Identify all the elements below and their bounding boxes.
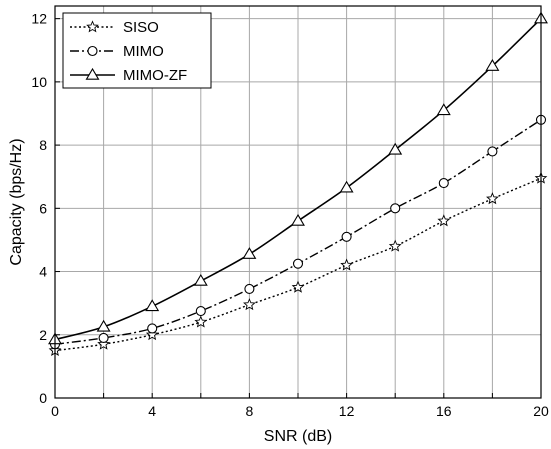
y-tick-label: 0 (39, 390, 47, 406)
data-point-star (388, 239, 402, 252)
x-tick-label: 0 (51, 403, 59, 419)
legend-item: MIMO-ZF (70, 67, 187, 84)
x-tick-label: 16 (436, 403, 452, 419)
x-tick-label: 4 (148, 403, 156, 419)
y-tick-label: 12 (31, 11, 47, 27)
data-point-circle (438, 177, 449, 189)
data-point-triangle (388, 142, 403, 155)
legend: SISO MIMO MIMO-ZF (62, 12, 212, 89)
data-point-triangle (96, 319, 111, 332)
data-point-circle (292, 258, 304, 269)
y-tick-label: 6 (39, 200, 47, 216)
data-point-star (243, 298, 256, 311)
legend-label: MIMO (123, 43, 164, 60)
data-point-circle (195, 306, 206, 317)
y-tick-label: 4 (39, 264, 47, 280)
data-point-circle (147, 323, 158, 334)
legend-item: SISO (70, 19, 159, 36)
data-point-triangle (436, 103, 451, 116)
y-tick-label: 2 (39, 327, 47, 343)
data-point-star (145, 328, 159, 341)
x-tick-label: 20 (533, 403, 549, 419)
data-point-star (291, 280, 305, 293)
x-tick-label: 8 (246, 403, 254, 419)
data-point-star (340, 258, 353, 271)
x-axis-title: SNR (dB) (264, 428, 332, 445)
data-point-triangle (85, 67, 100, 80)
axis-ticks: 0 4 8 12 16 20 0 2 4 6 8 10 12 (31, 11, 549, 419)
data-point-circle (87, 45, 98, 57)
data-point-star (486, 192, 499, 205)
x-tick-label: 12 (339, 403, 355, 419)
legend-item: MIMO (70, 43, 164, 60)
y-axis-title: Capacity (bps/Hz) (8, 138, 25, 265)
data-point-circle (244, 283, 255, 294)
series-layer (48, 11, 548, 356)
data-point-star (194, 315, 208, 328)
data-point-triangle (291, 213, 305, 226)
data-point-triangle (145, 299, 160, 312)
y-tick-label: 10 (31, 74, 47, 90)
legend-label: MIMO-ZF (123, 67, 187, 84)
data-point-triangle (193, 273, 208, 286)
data-point-circle (487, 146, 498, 157)
data-point-triangle (242, 247, 257, 259)
data-point-circle (390, 203, 401, 214)
data-point-triangle (485, 58, 500, 71)
data-point-star (97, 337, 110, 350)
y-tick-label: 8 (39, 137, 47, 153)
data-point-triangle (339, 180, 354, 193)
data-point-circle (98, 332, 109, 343)
data-point-star (86, 20, 99, 33)
data-point-circle (341, 231, 352, 242)
data-point-star (437, 214, 451, 227)
legend-label: SISO (123, 19, 159, 36)
